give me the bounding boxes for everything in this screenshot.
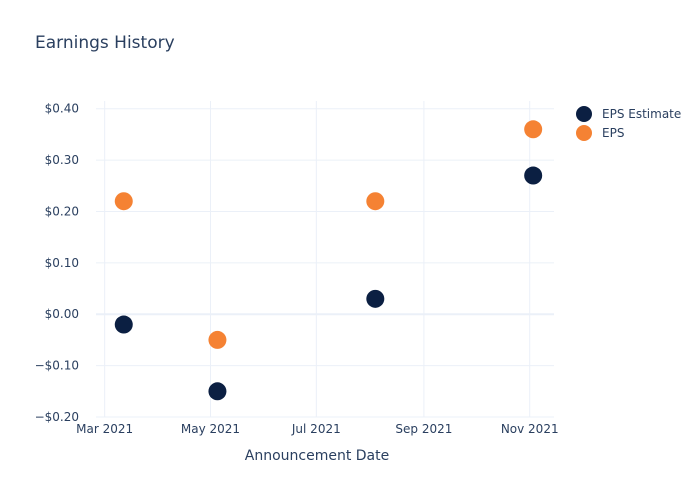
y-tick-label: $0.00: [45, 307, 79, 321]
x-tick-label: Jul 2021: [291, 422, 341, 436]
y-tick-label: $0.10: [45, 256, 79, 270]
x-tick-label: Sep 2021: [395, 422, 452, 436]
point-eps-estimate[interactable]: [114, 315, 133, 334]
x-tick-label: May 2021: [181, 422, 240, 436]
point-eps-estimate[interactable]: [524, 166, 543, 185]
point-eps[interactable]: [366, 192, 385, 211]
x-axis-title: Announcement Date: [244, 448, 390, 464]
point-eps-estimate[interactable]: [208, 382, 227, 401]
point-eps-estimate[interactable]: [366, 289, 385, 308]
axes: Mar 2021 May 2021 Jul 2021 Sep 2021 Nov 2021…: [35, 102, 559, 436]
y-tick-label: $0.40: [45, 102, 79, 116]
y-tick-label: −$0.20: [35, 410, 79, 424]
y-tick-label: −$0.10: [35, 359, 79, 373]
chart-title: Earnings History: [35, 33, 175, 53]
data-points: [114, 120, 543, 401]
y-tick-label: $0.30: [45, 153, 79, 167]
y-tick-label: $0.20: [45, 204, 79, 218]
point-eps[interactable]: [208, 330, 227, 349]
point-eps[interactable]: [114, 192, 133, 211]
legend-marker-eps-estimate: [576, 105, 592, 122]
legend-label-eps: EPS: [602, 125, 625, 140]
legend-item-eps[interactable]: EPS: [574, 123, 694, 142]
x-tick-label: Mar 2021: [76, 422, 133, 436]
grid-lines: [96, 101, 554, 418]
legend-label-eps-estimate: EPS Estimate: [602, 106, 682, 121]
point-eps[interactable]: [524, 120, 543, 139]
legend: EPS Estimate EPS: [574, 104, 694, 142]
legend-marker-eps: [576, 124, 592, 141]
x-tick-label: Nov 2021: [501, 422, 559, 436]
legend-item-eps-estimate[interactable]: EPS Estimate: [574, 104, 694, 123]
